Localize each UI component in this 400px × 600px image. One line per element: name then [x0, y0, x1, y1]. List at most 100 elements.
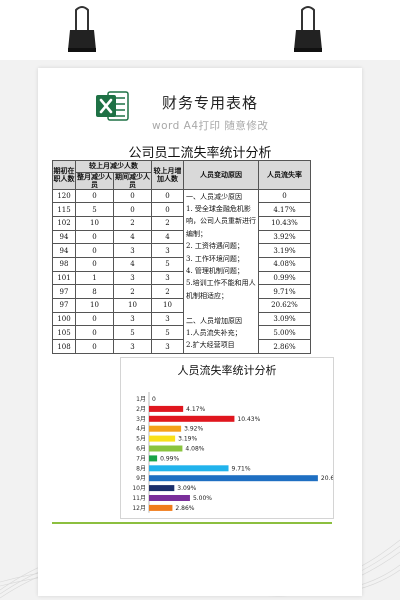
cell-month-decrease: 0: [75, 188, 114, 204]
chart-data-label: 3.19%: [178, 436, 197, 443]
binder-clip-left-icon: [68, 6, 96, 52]
cell-month-decrease: 0: [75, 325, 114, 341]
chart-data-label: 5.00%: [193, 495, 212, 502]
cell-turnover-rate: 4.08%: [258, 257, 311, 272]
table-row: 101 1 3 3 0.99%: [52, 270, 311, 286]
cell-turnover-rate: 3.92%: [258, 229, 311, 245]
header-increase: 较上月增加人数: [151, 160, 184, 190]
binder-clip-right-icon: [294, 6, 322, 52]
reason-line: 1.人员流失补充；: [186, 329, 242, 338]
cell-initial-staff: 115: [52, 202, 76, 217]
chart-category-label: 11月: [132, 495, 146, 502]
chart-category-label: 6月: [136, 446, 146, 453]
table-row: 100 0 3 3 3.09%: [52, 311, 311, 327]
cell-month-decrease: 5: [75, 202, 114, 217]
cell-increase: 10: [151, 298, 184, 313]
chart-bar: [149, 405, 184, 412]
cell-increase: 4: [151, 229, 184, 245]
table-row: 108 0 3 3 2.86%: [52, 339, 311, 354]
chart-data-label: 4.08%: [185, 446, 204, 453]
turnover-table: 期初在职人数 较上月减少人数 较上月增加人数 人员变动原因 人员流失率 整月减少…: [52, 160, 311, 354]
cell-initial-staff: 97: [52, 284, 76, 300]
chart-category-label: 5月: [136, 436, 146, 443]
cell-initial-staff: 108: [52, 339, 76, 354]
cell-initial-staff: 94: [52, 229, 76, 245]
cell-month-decrease: 10: [75, 215, 114, 231]
cell-month-decrease: 0: [75, 257, 114, 272]
chart-data-label: 0.99%: [160, 455, 179, 462]
cell-initial-staff: 94: [52, 243, 76, 259]
cell-period-decrease: 2: [113, 215, 152, 231]
cell-month-decrease: 0: [75, 243, 114, 259]
chart-bar: [149, 475, 318, 482]
cell-initial-staff: 97: [52, 298, 76, 313]
cell-month-decrease: 8: [75, 284, 114, 300]
table-row: 105 0 5 5 5.00%: [52, 325, 311, 341]
cell-initial-staff: 120: [52, 188, 76, 204]
chart-bar: [149, 485, 175, 492]
cell-period-decrease: 4: [113, 229, 152, 245]
reason-line: 响，公司人员重新进行: [186, 217, 256, 226]
chart-category-label: 1月: [136, 396, 146, 403]
cell-month-decrease: 0: [75, 311, 114, 327]
chart-category-label: 9月: [136, 475, 146, 482]
header-change-reason: 人员变动原因: [183, 160, 259, 190]
cell-period-decrease: 3: [113, 311, 152, 327]
reason-line: 编制；: [186, 229, 207, 238]
chart-data-label: 20.62%: [321, 475, 333, 482]
chart-data-label: 3.09%: [177, 485, 196, 492]
cell-month-decrease: 10: [75, 298, 114, 313]
reason-line: 二、人员增加原因: [186, 316, 242, 325]
reason-line: 5.培训工作不能和用人: [186, 279, 256, 288]
change-reasons: 一、人员减少原因 1. 受全球金融危机影 响，公司人员重新进行 编制； 2. 工资待遇问…: [183, 188, 259, 354]
turnover-bar-chart: 1月 0 2月 4.17% 3月 10.43% 4月 3.92% 5月 3.19% 6月 4.08% 7…: [132, 392, 333, 513]
cell-increase: 3: [151, 339, 184, 354]
chart-bar: [149, 415, 235, 422]
cell-period-decrease: 3: [113, 339, 152, 354]
chart-bar: [149, 425, 182, 432]
cell-month-decrease: 1: [75, 270, 114, 286]
reason-line: 3. 工作环境问题；: [186, 254, 244, 263]
reason-line: 机制相适应；: [186, 291, 228, 300]
cell-turnover-rate: 5.00%: [258, 325, 311, 341]
cell-turnover-rate: 20.62%: [258, 298, 311, 313]
chart-container: 人员流失率统计分析 1月 0 2月 4.17% 3月 10.43% 4月 3.92% 5月 3.1…: [120, 357, 334, 519]
table-row: 97 8 2 2 9.71%: [52, 284, 311, 300]
chart-bar: [149, 455, 158, 462]
chart-category-label: 2月: [136, 406, 146, 413]
page-top-band: [0, 0, 400, 60]
cell-increase: 0: [151, 202, 184, 217]
chart-bar: [149, 435, 176, 442]
cell-period-decrease: 3: [113, 243, 152, 259]
table-row: 115 5 0 0 4.17%: [52, 202, 311, 217]
cell-initial-staff: 105: [52, 325, 76, 341]
document-title: 公司员工流失率统计分析: [128, 146, 272, 161]
cell-increase: 2: [151, 215, 184, 231]
chart-data-label: 0: [152, 396, 156, 403]
reason-line: [186, 302, 256, 314]
cell-period-decrease: 5: [113, 325, 152, 341]
cell-period-decrease: 2: [113, 284, 152, 300]
cell-turnover-rate: 9.71%: [258, 284, 311, 300]
chart-bar: [149, 465, 229, 472]
cell-initial-staff: 101: [52, 270, 76, 286]
cell-period-decrease: 0: [113, 202, 152, 217]
chart-bar: [149, 495, 190, 501]
table-row: 102 10 2 2 10.43%: [52, 215, 311, 231]
chart-data-label: 2.86%: [175, 505, 194, 512]
chart-category-label: 4月: [136, 426, 146, 433]
cell-month-decrease: 0: [75, 229, 114, 245]
header-title: 财务专用表格: [162, 94, 259, 112]
cell-increase: 3: [151, 243, 184, 259]
chart-data-label: 10.43%: [237, 416, 260, 423]
cell-period-decrease: 4: [113, 257, 152, 272]
cell-turnover-rate: 4.17%: [258, 202, 311, 217]
cell-turnover-rate: 0: [258, 188, 311, 204]
cell-period-decrease: 10: [113, 298, 152, 313]
table-row: 98 0 4 5 4.08%: [52, 257, 311, 272]
cell-month-decrease: 0: [75, 339, 114, 354]
table-row: 120 0 0 0 一、人员减少原因 1. 受全球金融危机影 响，公司人员重新进行 编制； 2.…: [52, 188, 311, 354]
chart-bar: [149, 504, 173, 511]
chart-title: 人员流失率统计分析: [177, 364, 277, 377]
cell-turnover-rate: 0.99%: [258, 270, 311, 286]
